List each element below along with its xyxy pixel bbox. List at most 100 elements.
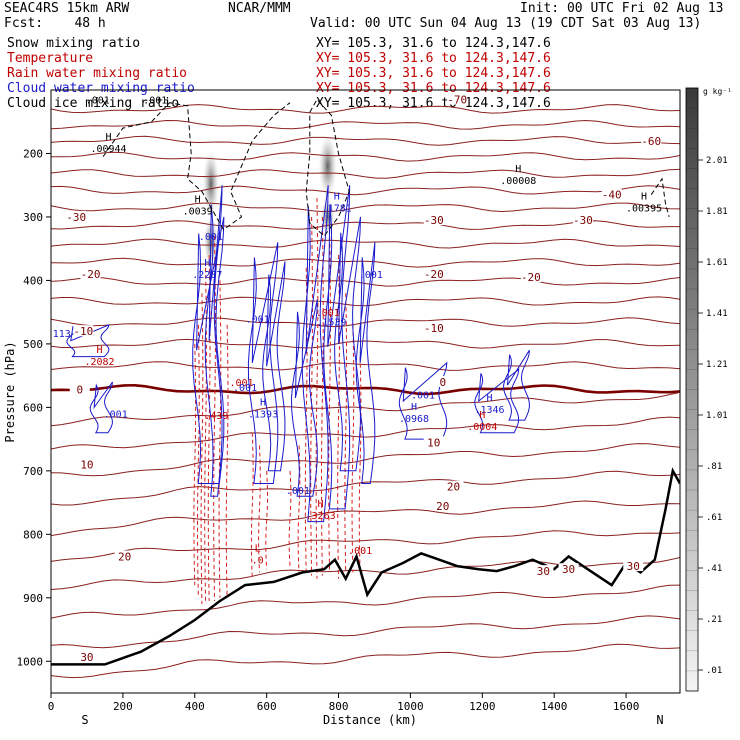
isotherm-label-bg — [80, 268, 101, 280]
isotherm-label-bg — [73, 325, 94, 337]
cloud-water-contour — [204, 185, 223, 497]
cloud-water-contour — [474, 368, 520, 434]
org-label: NCAR/MMM — [228, 1, 291, 16]
extremum-value: .2287 — [192, 270, 222, 281]
isotherm-label-bg — [423, 322, 444, 334]
y-axis-label: Pressure (hPa) — [3, 341, 17, 442]
x-tick-label: 1200 — [469, 700, 496, 713]
isotherm-line — [51, 202, 680, 213]
isotherm-label: -30 — [424, 214, 444, 227]
cloud-water-contour — [66, 324, 110, 358]
colorbar-tick-label: .41 — [706, 564, 722, 574]
rain-contour — [197, 324, 200, 598]
isotherm-label-bg — [533, 565, 554, 577]
isotherm-label: -40 — [602, 189, 622, 202]
extremum-value: .0968 — [399, 414, 429, 425]
rain-contour — [337, 255, 340, 579]
isotherm-line — [51, 257, 680, 268]
colorbar-tick-label: 1.01 — [706, 411, 728, 421]
contour-value-label: .1539 — [316, 318, 346, 329]
cloud-water-contour — [355, 242, 376, 484]
isotherm-line — [51, 615, 680, 649]
y-tick-label: 200 — [23, 147, 43, 160]
isotherm-label-bg — [423, 214, 444, 226]
extremum-value: .001 — [229, 378, 253, 389]
isotherm-label: -30 — [573, 214, 593, 227]
isotherm-label: 0 — [439, 376, 446, 389]
contour-labels: -70 -60 -40 -30 -30 -30 -20 -20 -20 -10 -10 0 0 10 10 2… — [53, 93, 662, 664]
valid-time: Valid: 00 UTC Sun 04 Aug 13 (19 CDT Sat … — [310, 16, 702, 31]
isotherm-label-bg — [641, 134, 662, 146]
isotherm-label-bg — [572, 214, 593, 226]
colorbar-tick-label: 1.41 — [706, 309, 728, 319]
rain-contour — [258, 445, 261, 573]
rain-contour — [218, 280, 222, 598]
isotherm-line — [51, 530, 680, 562]
isotherm-line — [51, 584, 680, 619]
y-tick-label: 500 — [23, 338, 43, 351]
isotherm-label-bg — [432, 375, 453, 387]
isotherm-label-bg — [76, 650, 97, 662]
rain-contour — [193, 343, 197, 586]
cloud-water-contour — [323, 185, 351, 510]
extremum-letter: H — [97, 345, 103, 356]
extremum-value: .0 — [252, 556, 264, 567]
extremum-value: .1781 — [322, 203, 352, 214]
isotherm-label-bg — [558, 563, 579, 575]
y-tick-label: 1000 — [17, 655, 44, 668]
isotherm-label: 0 — [76, 384, 83, 397]
extremum-letter: H — [486, 393, 492, 404]
contour-value-label: .439 — [204, 411, 228, 422]
colorbar-tick-label: 1.21 — [706, 360, 728, 370]
extremum-value: .1346 — [474, 405, 504, 416]
field-cloudwater-name: Cloud water mixing ratio — [7, 81, 195, 96]
plot-frame — [50, 89, 681, 694]
isotherm-label: 20 — [118, 551, 131, 564]
contour-value-label: .001 — [316, 308, 340, 319]
isotherm-line — [51, 416, 680, 450]
isotherm-line — [51, 338, 680, 349]
rain-contour — [213, 235, 216, 601]
isotherm-line — [51, 168, 680, 179]
isotherm-label-bg — [114, 550, 135, 562]
isotherm-label-bg — [423, 436, 444, 448]
isotherm-label: -20 — [81, 268, 101, 281]
isotherm-label: -20 — [521, 271, 541, 284]
cloud-water-contour — [262, 261, 286, 472]
forecast-hour: Fcst: 48 h — [4, 16, 106, 31]
cloud-water-contours — [66, 185, 530, 523]
x-tick-label: 1000 — [397, 700, 424, 713]
isotherm-line — [51, 361, 680, 371]
y-tick-label: 900 — [23, 592, 43, 605]
contour-value-label: .001 — [246, 315, 270, 326]
extremum-letter: H — [641, 191, 647, 202]
x-end-label-south: S — [81, 713, 88, 727]
cloud-water-contour — [290, 299, 318, 497]
field-rain-name: Rain water mixing ratio — [7, 66, 188, 81]
colorbar-tick-label: 2.01 — [706, 156, 728, 166]
x-tick-label: 1600 — [613, 700, 640, 713]
isotherm-line — [51, 643, 680, 679]
contour-value-label: .001 — [199, 232, 223, 243]
extremum-letter: H — [260, 398, 266, 409]
isotherm-line — [51, 104, 680, 114]
isotherm-line — [51, 238, 680, 249]
cloud-ice-contour — [650, 177, 670, 218]
extremum-value: .2082 — [84, 357, 114, 368]
y-tick-label: 300 — [23, 211, 43, 224]
extremum-letter: H — [195, 194, 201, 205]
contour-value-label: .001 — [104, 410, 128, 421]
contour-value-label: .001 — [359, 270, 383, 281]
field-cloudwater-xy: XY= 105.3, 31.6 to 124.3,147.6 — [316, 81, 551, 96]
contour-value-label: .001 — [86, 96, 110, 107]
isotherm-label-bg — [76, 458, 97, 470]
isotherm-label-bg — [623, 560, 644, 572]
extremum-letter: H — [318, 499, 324, 510]
isotherm-line — [51, 135, 680, 146]
extremum-letter: H — [334, 191, 340, 202]
field-rain-xy: XY= 105.3, 31.6 to 124.3,147.6 — [316, 66, 551, 81]
freezing-level-line — [51, 383, 680, 396]
extremum-value: .00008 — [500, 176, 536, 187]
isotherm-label-bg — [601, 188, 622, 200]
y-tick-label: 600 — [23, 401, 43, 414]
